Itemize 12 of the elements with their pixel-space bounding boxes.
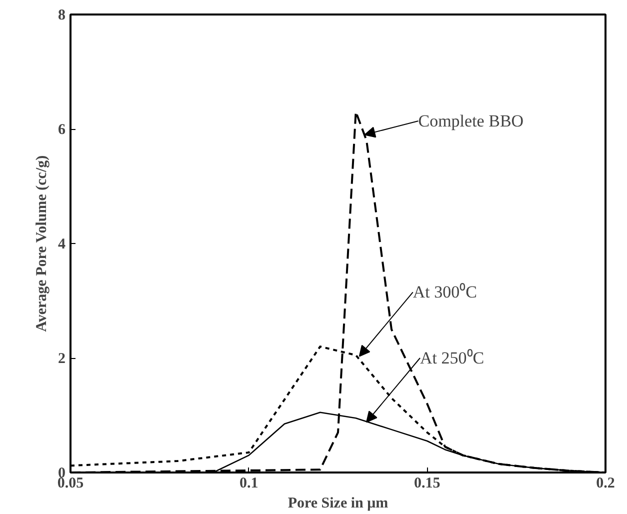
x-tick-label: 0.1 [239, 476, 258, 492]
y-tick-label: 4 [58, 236, 66, 252]
annotation: Complete BBO [418, 111, 524, 130]
y-axis-title: Average Pore Volume (cc/g) [34, 155, 50, 332]
y-tick-label: 2 [58, 351, 66, 367]
x-axis-title: Pore Size in μm [288, 496, 389, 512]
y-tick-label: 8 [58, 8, 66, 24]
x-tick-label: 0.15 [414, 476, 440, 492]
annotation: At 300⁰C [412, 282, 477, 302]
y-tick-label: 6 [58, 122, 66, 138]
annotation: At 250⁰C [420, 348, 484, 368]
x-tick-label: 0.2 [596, 476, 615, 492]
